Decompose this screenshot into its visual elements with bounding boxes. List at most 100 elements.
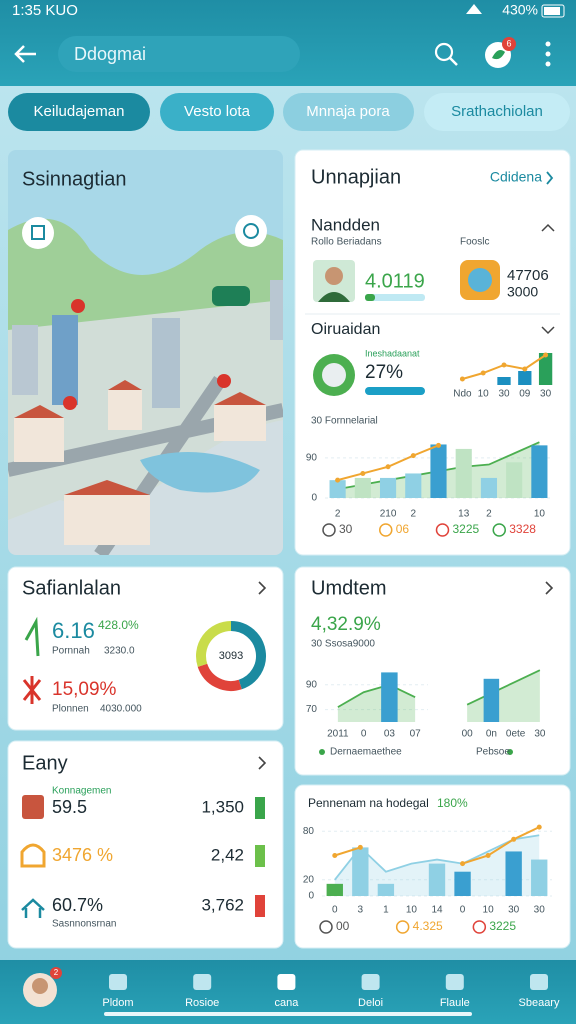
footer-value: 3328: [509, 522, 536, 536]
locate-button[interactable]: [235, 215, 267, 247]
map[interactable]: [8, 150, 283, 555]
x-tick-label: 10: [483, 905, 495, 916]
footer-icon: [492, 523, 506, 537]
bar: [497, 377, 511, 385]
x-tick-label: 0n: [486, 729, 497, 740]
row-icon: [20, 843, 46, 868]
roof: [64, 480, 150, 495]
tab-active[interactable]: [8, 93, 150, 131]
card-link[interactable]: Cdidena: [490, 169, 542, 185]
overview-card: [294, 149, 571, 556]
x-tick-label: 2: [335, 509, 341, 520]
x-tick-label: 13: [458, 509, 470, 520]
nav-label[interactable]: Pldom: [102, 997, 133, 1009]
nav-label[interactable]: Rosioe: [185, 997, 219, 1009]
progress-fill: [365, 294, 375, 301]
list-card: [7, 740, 284, 949]
bar: [381, 672, 398, 722]
building: [14, 418, 64, 462]
bar: [531, 445, 548, 498]
donut-segment: [196, 621, 232, 667]
bar: [518, 371, 532, 385]
y-tick-label: 0: [311, 493, 317, 504]
footer-value: 00: [336, 919, 350, 933]
chart-title: Pennenam na hodegal: [308, 796, 429, 810]
chevron[interactable]: [545, 581, 554, 595]
nav-icon[interactable]: [277, 974, 296, 990]
map-button[interactable]: [22, 217, 54, 249]
footer-value: 3225: [489, 919, 516, 933]
map-pin[interactable]: [71, 299, 85, 313]
x-tick-label: 30: [508, 905, 520, 916]
x-tick-label: 0: [332, 905, 338, 916]
bar: [405, 473, 422, 498]
bar: [505, 851, 522, 896]
section-title: Nandden: [311, 215, 380, 234]
legend-label: Pebsoe: [476, 747, 510, 758]
footer-icon: [472, 920, 487, 934]
nav-icon[interactable]: [193, 974, 212, 990]
x-tick-label: 00: [462, 729, 474, 740]
nav-label[interactable]: cana: [274, 997, 299, 1009]
bar: [428, 863, 446, 896]
row-caption: Konnagemen: [52, 786, 112, 797]
chart-badge: 180%: [437, 796, 468, 810]
x-tick-label: 0ete: [506, 729, 526, 740]
badge-count: 6: [506, 38, 511, 48]
nav-icon[interactable]: [109, 974, 127, 990]
x-tick-label: 1: [383, 905, 389, 916]
search-field[interactable]: [58, 36, 300, 72]
metric-value: 47706: [507, 267, 549, 284]
nav-label[interactable]: Sbeaary: [519, 997, 560, 1009]
x-tick-label: 2: [486, 509, 492, 520]
metric-sub: 30 Ssosa9000: [311, 639, 375, 650]
donut-center: 3093: [219, 650, 243, 662]
y-tick-label: 90: [306, 452, 318, 463]
map-pin[interactable]: [63, 396, 77, 410]
footer-value: 30: [339, 522, 353, 536]
progress-track: [365, 294, 425, 301]
locate-icon: [243, 223, 259, 239]
metric-value: 4,32.9%: [311, 614, 381, 635]
legend-label: Dernaemaethee: [330, 747, 402, 758]
tab[interactable]: [283, 93, 414, 131]
chevron[interactable]: [258, 756, 267, 770]
tab[interactable]: [160, 93, 274, 131]
bar: [377, 883, 395, 896]
back-button[interactable]: [14, 45, 36, 63]
tab-label: Srathachiolan: [451, 103, 543, 120]
x-tick-label: 10: [534, 509, 546, 520]
chevron[interactable]: [258, 581, 267, 595]
x-tick-label: 3: [358, 905, 364, 916]
metric-value: 27%: [365, 362, 403, 383]
nav-icon[interactable]: [445, 974, 464, 990]
map-label: [212, 286, 250, 306]
metric-sub: 4030.000: [100, 704, 142, 715]
tab[interactable]: [424, 93, 570, 131]
metric-label: Pornnah: [52, 646, 90, 657]
line: [337, 444, 439, 482]
nav-icon[interactable]: [361, 974, 380, 990]
x-tick-label: 09: [519, 389, 531, 400]
avatar-body: [318, 292, 350, 302]
bar: [326, 883, 343, 896]
card-title: Safianlalan: [22, 577, 121, 599]
menu-button[interactable]: [545, 41, 551, 67]
card-title: Unnapjian: [311, 166, 401, 188]
map-pin[interactable]: [217, 374, 231, 388]
collapse-toggle[interactable]: [541, 223, 555, 232]
nav-badge: [50, 967, 62, 979]
expand-toggle[interactable]: [541, 326, 555, 335]
x-tick-label: 14: [431, 905, 443, 916]
footer-icon: [319, 920, 333, 934]
nav-icon[interactable]: [530, 974, 548, 990]
bar: [483, 678, 500, 722]
search-button[interactable]: [434, 42, 454, 62]
building: [12, 325, 38, 395]
row-indicator: [255, 797, 265, 819]
nav-label[interactable]: Flaule: [440, 997, 470, 1009]
x-tick-label: 30: [498, 389, 510, 400]
bar: [531, 859, 548, 896]
nav-label[interactable]: Deloi: [358, 997, 383, 1009]
